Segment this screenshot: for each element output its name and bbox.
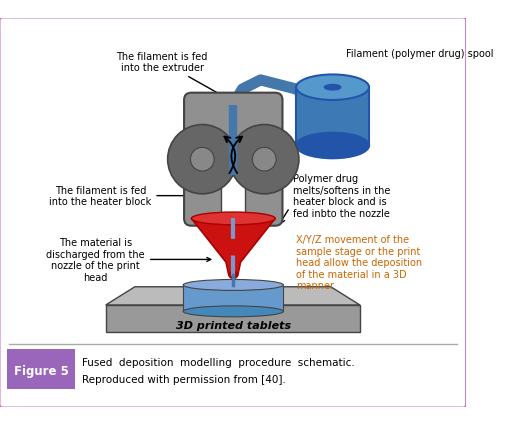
Polygon shape	[106, 287, 360, 305]
Text: The material is
discharged from the
nozzle of the print
head: The material is discharged from the nozz…	[47, 237, 211, 282]
Text: Fused  deposition  modelling  procedure  schematic.: Fused deposition modelling procedure sch…	[82, 357, 355, 368]
Text: The filament is fed
into the extruder: The filament is fed into the extruder	[117, 52, 229, 101]
Circle shape	[168, 125, 237, 194]
FancyBboxPatch shape	[296, 88, 369, 147]
Text: Filament (polymer drug) spool: Filament (polymer drug) spool	[346, 49, 494, 58]
Polygon shape	[183, 285, 284, 312]
Text: Reproduced with permission from [40].: Reproduced with permission from [40].	[82, 374, 286, 384]
Polygon shape	[191, 219, 275, 275]
Text: Polymer drug
melts/softens in the
heater block and is
fed inbto the nozzle: Polymer drug melts/softens in the heater…	[293, 174, 391, 219]
Circle shape	[191, 148, 214, 172]
Ellipse shape	[296, 75, 369, 101]
Circle shape	[229, 125, 299, 194]
Ellipse shape	[191, 213, 275, 225]
Ellipse shape	[296, 133, 369, 159]
FancyBboxPatch shape	[0, 18, 467, 408]
Text: Figure 5: Figure 5	[14, 364, 68, 377]
Ellipse shape	[183, 306, 284, 317]
FancyBboxPatch shape	[7, 349, 75, 389]
Ellipse shape	[324, 85, 341, 91]
Ellipse shape	[183, 280, 284, 291]
Circle shape	[252, 148, 276, 172]
FancyBboxPatch shape	[184, 93, 283, 226]
Text: X/Y/Z movement of the
sample stage or the print
head allow the deposition
of the: X/Y/Z movement of the sample stage or th…	[296, 234, 422, 291]
Text: 3D printed tablets: 3D printed tablets	[176, 320, 291, 330]
FancyBboxPatch shape	[221, 175, 245, 219]
Ellipse shape	[229, 272, 238, 279]
Text: The filament is fed
into the heater block: The filament is fed into the heater bloc…	[49, 185, 192, 207]
Polygon shape	[106, 305, 360, 333]
